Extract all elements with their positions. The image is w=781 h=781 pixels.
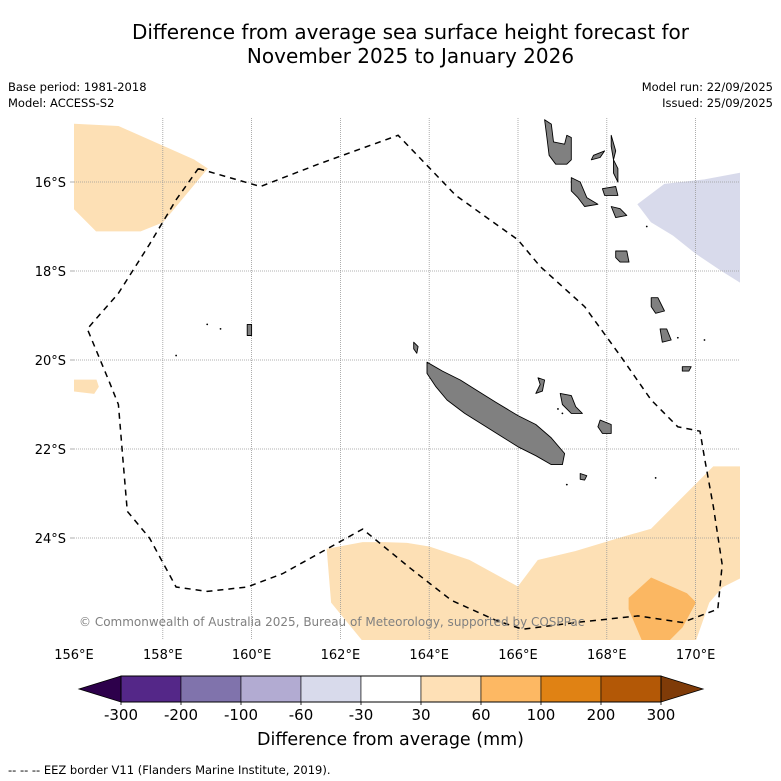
islet	[703, 339, 706, 341]
model-name: Model: ACCESS-S2	[8, 96, 115, 110]
eez-source-note: -- -- -- EEZ border V11 (Flanders Marine…	[8, 763, 331, 777]
colorbar-tick-label: -300	[104, 706, 138, 724]
maewo	[610, 134, 617, 161]
islet	[561, 412, 564, 415]
colorbar-tick-labels: -300 -200 -100 -60 -30 30 60 100 200 300	[104, 702, 675, 724]
isle-of-pines	[579, 473, 588, 481]
colorbar-tick-label: -200	[164, 706, 198, 724]
x-tick-label: 158°E	[143, 648, 183, 663]
colorbar	[77, 675, 705, 703]
aneityum	[681, 366, 692, 372]
colorbar-extend-min	[77, 675, 122, 703]
pentecost	[613, 159, 619, 183]
base-period: Base period: 1981-2018	[8, 80, 147, 94]
islet	[206, 323, 209, 326]
lifou	[559, 392, 583, 414]
colorbar-bin	[180, 675, 242, 703]
colorbar-tick-label: -100	[224, 706, 258, 724]
epi	[610, 206, 628, 219]
colorbar-tick-label: 200	[587, 706, 616, 724]
issued-date: Issued: 25/09/2025	[662, 96, 773, 110]
chart-title: Difference from average sea surface heig…	[0, 20, 781, 68]
land-masses	[175, 119, 706, 486]
malekula	[570, 177, 599, 207]
islet	[175, 354, 178, 357]
colorbar-tick-label: 30	[411, 706, 430, 724]
colorbar-extend-max	[660, 675, 705, 703]
title-line-2: November 2025 to January 2026	[246, 44, 575, 68]
colorbar-outline	[120, 675, 662, 703]
colorbar-bin	[540, 675, 602, 703]
ambae	[590, 150, 606, 161]
colorbar-bin	[600, 675, 662, 703]
metadata-right: Model run: 22/09/2025 Issued: 25/09/2025	[642, 79, 773, 111]
y-tick-label: 22°S	[35, 443, 66, 458]
islet	[219, 327, 222, 330]
new-caledonia-grande-terre	[426, 361, 566, 466]
ambrym	[601, 186, 619, 196]
y-tick-label: 20°S	[35, 354, 66, 369]
islet	[654, 477, 657, 479]
x-tick-label: 170°E	[676, 648, 716, 663]
colorbar-tick-label: 60	[471, 706, 490, 724]
y-tick-labels: 16°S 18°S 20°S 22°S 24°S	[35, 176, 74, 547]
colorbar-tick-label: -30	[349, 706, 374, 724]
gridlines	[74, 118, 740, 640]
belep-islands	[413, 341, 419, 354]
x-tick-label: 156°E	[54, 648, 94, 663]
espiritu-santo	[544, 119, 572, 165]
x-tick-label: 168°E	[587, 648, 627, 663]
anomaly-regions	[74, 123, 740, 640]
islet	[645, 225, 648, 228]
tanna	[659, 328, 672, 343]
y-tick-label: 18°S	[35, 265, 66, 280]
colorbar-bin	[360, 675, 422, 703]
colorbar-bin	[480, 675, 542, 703]
erromango	[650, 297, 665, 314]
x-tick-label: 162°E	[321, 648, 361, 663]
y-tick-label: 24°S	[35, 532, 66, 547]
y-tick-label: 16°S	[35, 176, 66, 191]
colorbar-bin	[300, 675, 362, 703]
x-tick-label: 164°E	[409, 648, 449, 663]
x-tick-labels: 156°E 158°E 160°E 162°E 164°E 166°E 168°E 170°E	[54, 648, 715, 663]
x-tick-label: 160°E	[232, 648, 272, 663]
title-line-1: Difference from average sea surface heig…	[131, 20, 690, 44]
chesterfield-islet	[246, 323, 253, 336]
x-tick-label: 166°E	[498, 648, 538, 663]
metadata-left: Base period: 1981-2018 Model: ACCESS-S2	[8, 79, 147, 111]
model-run-date: Model run: 22/09/2025	[641, 80, 773, 94]
colorbar-bin	[420, 675, 482, 703]
anomaly-60-100-south	[628, 577, 697, 640]
colorbar-tick-label: 300	[647, 706, 676, 724]
copyright-notice: © Commonwealth of Australia 2025, Bureau…	[79, 615, 584, 629]
colorbar-tick-label: -60	[289, 706, 314, 724]
ouvea	[535, 377, 546, 394]
efate	[615, 250, 630, 263]
colorbar-bin	[120, 675, 182, 703]
colorbar-bin	[240, 675, 302, 703]
colorbar-title: Difference from average (mm)	[256, 730, 525, 750]
islet	[557, 408, 559, 410]
anomaly-30-60-west-small	[74, 379, 99, 394]
anomaly-minus60-minus30-northeast	[637, 172, 740, 283]
islet	[676, 336, 679, 339]
islet	[565, 483, 568, 486]
anomaly-30-60-northwest	[74, 123, 208, 232]
colorbar-tick-label: 100	[527, 706, 556, 724]
mare	[597, 419, 612, 434]
